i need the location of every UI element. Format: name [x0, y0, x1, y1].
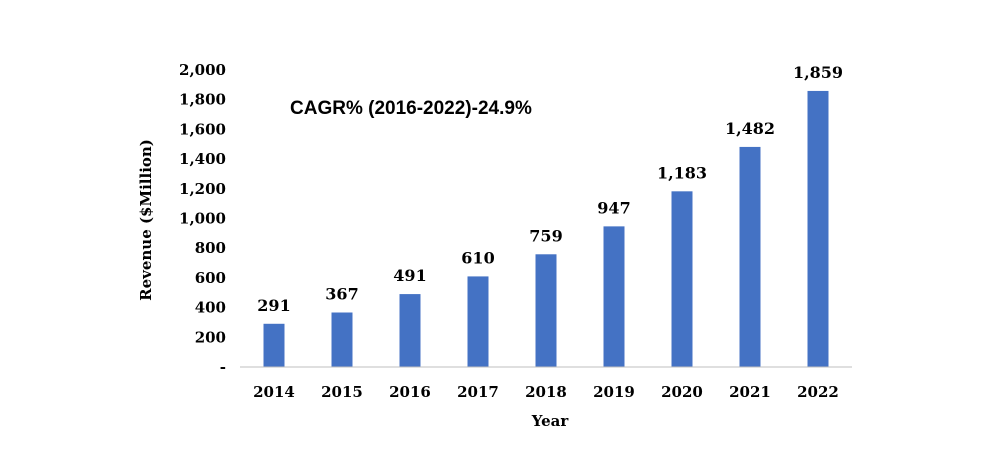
x-tick-label: 2022: [797, 383, 839, 401]
x-tick-label: 2018: [525, 383, 567, 401]
data-label: 610: [461, 248, 494, 267]
y-tick-label: 1,200: [179, 180, 226, 198]
bar: [399, 294, 421, 367]
data-labels: 291 367 491 610 759 947 1,183 1,482 1,859: [257, 63, 843, 315]
y-tick-label: 200: [195, 328, 226, 346]
y-tick-label: 600: [195, 269, 226, 287]
bars: [263, 90, 829, 367]
x-tick-label: 2016: [389, 383, 431, 401]
data-label: 947: [597, 198, 630, 217]
bar: [671, 191, 693, 367]
y-tick-label: 1,600: [179, 120, 226, 138]
data-label: 1,482: [725, 119, 775, 138]
x-tick-label: 2015: [321, 383, 363, 401]
bar: [603, 226, 625, 367]
bar: [467, 276, 489, 367]
y-tick-label: -: [220, 358, 226, 376]
x-tick-label: 2014: [253, 383, 295, 401]
x-tick-label: 2019: [593, 383, 635, 401]
x-tick-label: 2020: [661, 383, 703, 401]
data-label: 759: [529, 226, 562, 245]
data-label: 1,859: [793, 63, 843, 82]
y-tick-label: 1,000: [179, 210, 226, 228]
bar: [263, 323, 285, 367]
bar: [331, 312, 353, 367]
bar: [535, 254, 557, 367]
bar: [807, 90, 829, 367]
y-tick-label: 400: [195, 299, 226, 317]
data-label: 491: [393, 266, 426, 285]
data-label: 1,183: [657, 163, 707, 182]
y-tick-label: 1,400: [179, 150, 226, 168]
y-tick-label: 2,000: [179, 61, 226, 79]
x-axis-title: Year: [531, 412, 570, 430]
x-axis-ticks: 2014 2015 2016 2017 2018 2019 2020 2021 2022: [253, 383, 839, 401]
bar: [739, 146, 761, 367]
x-tick-label: 2021: [729, 383, 771, 401]
y-axis-ticks: - 200 400 600 800 1,000 1,200 1,400 1,600 1,800 2,…: [179, 61, 226, 376]
y-axis-title: Revenue ($Million): [137, 139, 155, 301]
data-label: 367: [325, 285, 358, 304]
x-tick-label: 2017: [457, 383, 499, 401]
y-tick-label: 1,800: [179, 91, 226, 109]
y-tick-label: 800: [195, 239, 226, 257]
data-label: 291: [257, 296, 290, 315]
cagr-annotation: CAGR% (2016-2022)-24.9%: [290, 98, 532, 119]
